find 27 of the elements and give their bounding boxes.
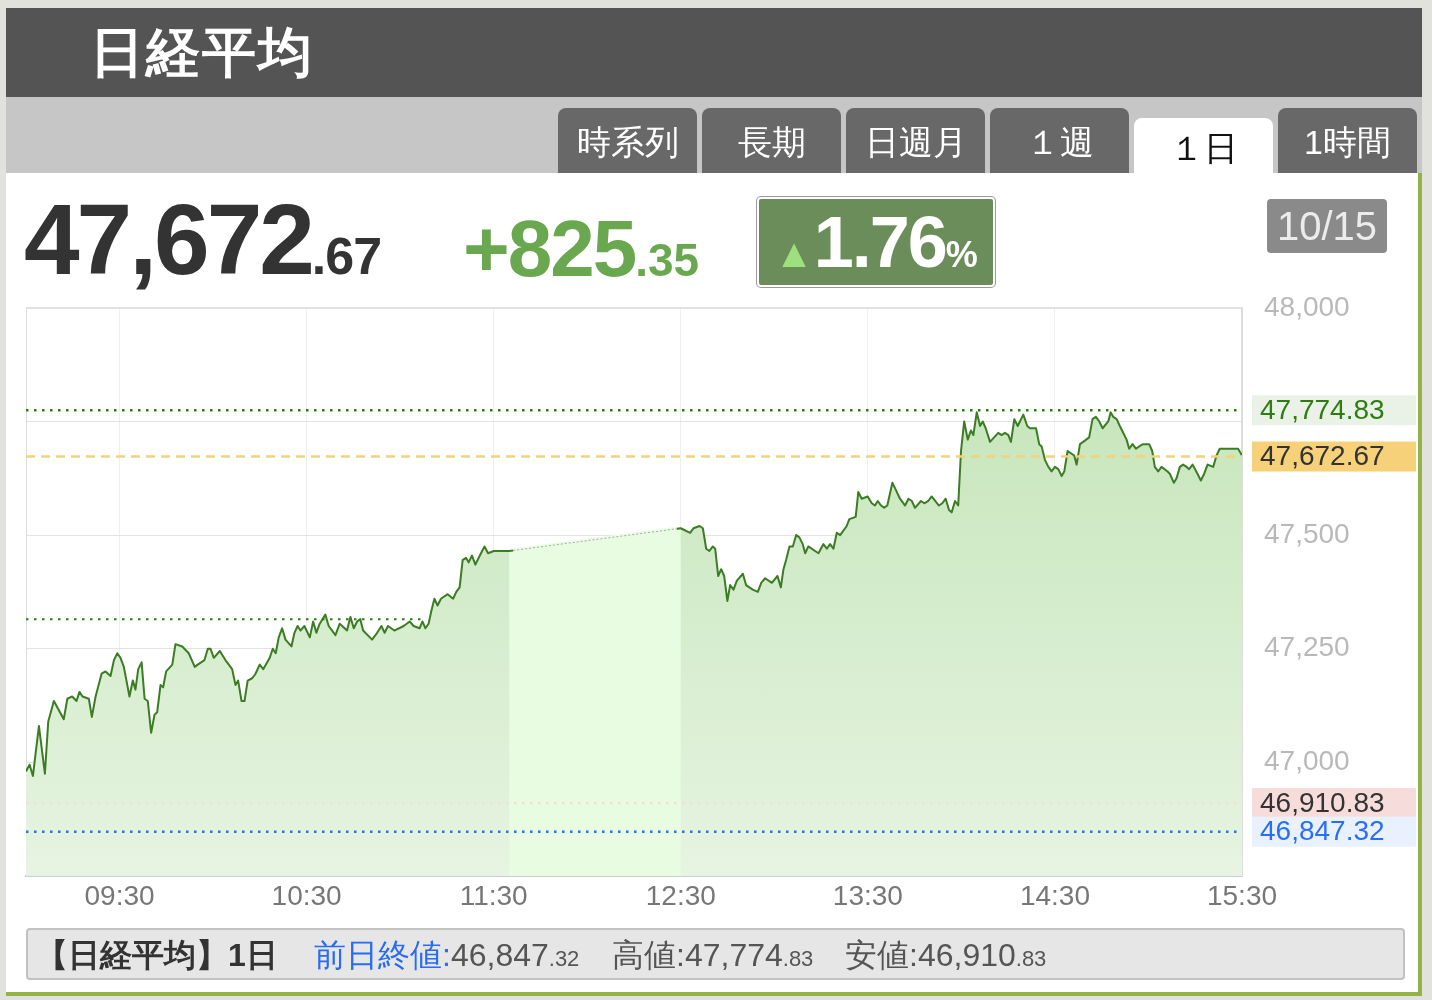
x-tick-label: 11:30: [459, 879, 528, 911]
ref-line-label: 46,910.83: [1260, 786, 1385, 818]
tab: 時系列: [558, 108, 697, 173]
text: +825.35: [463, 204, 700, 293]
y-tick-label: 47,500: [1264, 517, 1350, 549]
tab: 長期: [702, 108, 841, 173]
percent-badge: ▲1.76%: [757, 197, 995, 287]
ref-line-label: 47,672.67: [1260, 440, 1385, 472]
text: 47,672.67: [24, 183, 382, 295]
date-badge: 10/15: [1267, 199, 1387, 253]
x-tick-label: 10:30: [271, 879, 342, 911]
tab: １日: [1134, 118, 1273, 175]
x-tick-label: 09:30: [84, 879, 155, 911]
x-tick-label: 15:30: [1206, 879, 1278, 911]
x-tick-label: 12:30: [645, 879, 716, 911]
y-tick-label: 47,250: [1264, 631, 1350, 663]
chart-title: 日経平均: [90, 21, 314, 84]
ref-line-label: 47,774.83: [1260, 393, 1385, 425]
ref-line-label: 46,847.32: [1260, 815, 1385, 847]
tab: 1時間: [1278, 108, 1417, 173]
x-tick-label: 13:30: [832, 879, 903, 911]
tab: １週: [990, 108, 1129, 173]
y-tick-label: 47,000: [1264, 745, 1350, 777]
y-tick-label: 48,000: [1264, 290, 1350, 322]
x-tick-label: 14:30: [1019, 879, 1090, 911]
tab: 日週月: [846, 108, 985, 173]
summary-panel: 【日経平均】1日 前日終値:46,847.32 高値:47,774.83 安値:46,910.83: [26, 928, 1405, 980]
